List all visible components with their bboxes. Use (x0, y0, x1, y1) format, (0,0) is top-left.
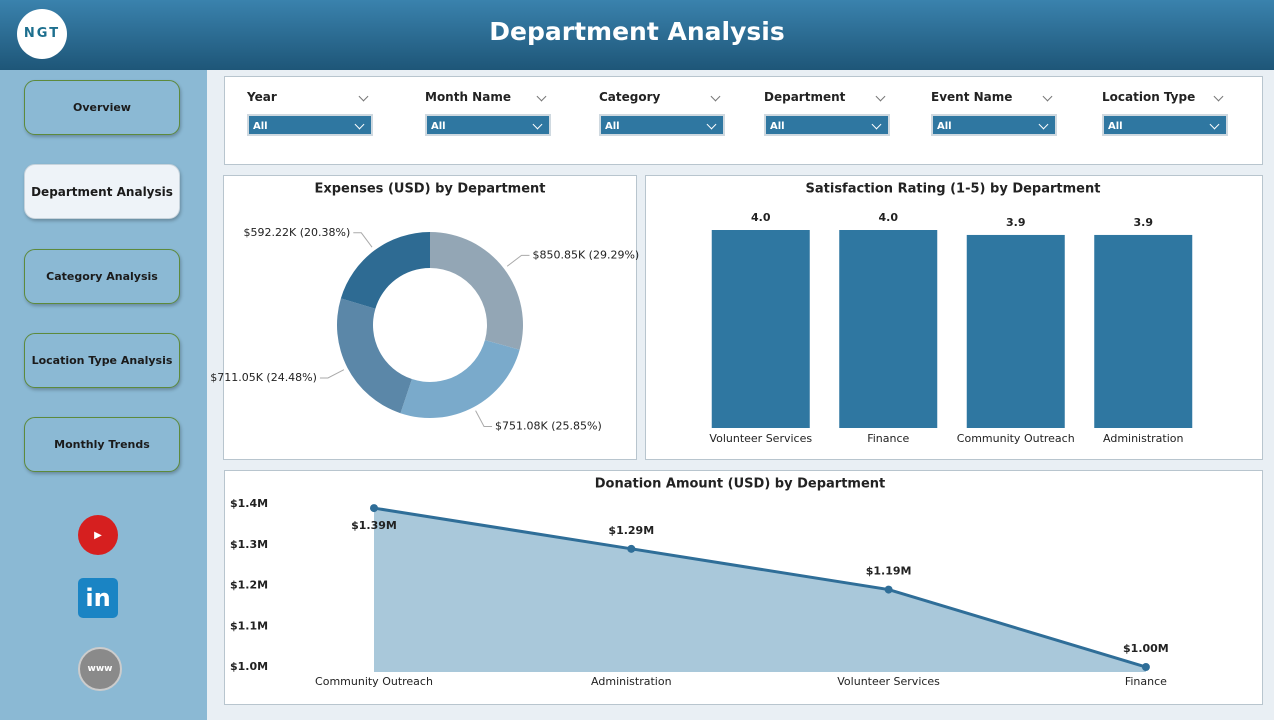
nav-button[interactable]: Monthly Trends (24, 417, 180, 472)
data-point (627, 544, 636, 553)
data-point (370, 504, 378, 513)
y-tick-label: $1.2M (230, 579, 268, 592)
nav-button[interactable]: Category Analysis (24, 249, 180, 304)
x-tick-label: Administration (591, 675, 672, 688)
filter[interactable]: Category All (599, 90, 725, 136)
filter-dropdown[interactable]: All (425, 114, 551, 136)
chart-title: Satisfaction Rating (1-5) by Department (806, 182, 1101, 197)
leader-line (475, 410, 493, 428)
nav-button[interactable]: Department Analysis (24, 164, 180, 219)
pie-slice (430, 232, 523, 350)
data-label: $592.22K (20.38%) (244, 226, 351, 239)
filter-dropdown[interactable]: All (931, 114, 1057, 136)
filter-dropdown[interactable]: All (599, 114, 725, 136)
data-label: $1.00M (1123, 642, 1169, 655)
x-tick-label: Finance (867, 432, 909, 445)
data-label: $1.29M (608, 524, 654, 537)
filter-label: Department (764, 90, 890, 108)
page-title: Department Analysis (489, 17, 785, 46)
area-line (373, 506, 1147, 669)
pie-slice (336, 298, 412, 414)
filter[interactable]: Event Name All (931, 90, 1057, 136)
pie-slice (400, 340, 520, 418)
filter-label: Location Type (1102, 90, 1228, 108)
x-tick-label: Community Outreach (957, 432, 1075, 445)
linkedin-icon[interactable]: in (78, 578, 118, 618)
filter-dropdown[interactable]: All (1102, 114, 1228, 136)
x-tick-label: Volunteer Services (837, 675, 940, 688)
web-icon[interactable]: www (78, 647, 122, 691)
youtube-icon[interactable]: ▶ (78, 515, 118, 555)
chart-title: Donation Amount (USD) by Department (595, 477, 886, 492)
y-tick-label: $1.1M (230, 619, 268, 632)
bar (966, 234, 1065, 428)
data-label: $711.05K (24.48%) (210, 371, 317, 384)
y-tick-label: $1.0M (230, 660, 268, 673)
nav-button[interactable]: Overview (24, 80, 180, 135)
data-label: $1.19M (866, 565, 912, 578)
filter-panel (224, 76, 1263, 165)
x-tick-label: Community Outreach (315, 675, 433, 688)
data-label: 3.9 (1006, 216, 1026, 229)
nav-button[interactable]: Location Type Analysis (24, 333, 180, 388)
area-fill (374, 508, 1146, 672)
x-tick-label: Volunteer Services (709, 432, 812, 445)
filter[interactable]: Department All (764, 90, 890, 136)
bar (1094, 234, 1193, 428)
filter-label: Month Name (425, 90, 551, 108)
data-point (1141, 663, 1150, 671)
data-label: $1.39M (351, 519, 397, 532)
y-tick-label: $1.3M (230, 538, 268, 551)
x-tick-label: Finance (1125, 675, 1167, 688)
logo: NGT (17, 9, 67, 59)
chart-title: Expenses (USD) by Department (314, 182, 545, 197)
leader-line (506, 254, 530, 267)
leader-line (353, 232, 373, 248)
filter-label: Year (247, 90, 373, 108)
x-tick-label: Administration (1103, 432, 1184, 445)
header: NGT Department Analysis (0, 0, 1274, 70)
filter[interactable]: Year All (247, 90, 373, 136)
pie-slice (340, 232, 430, 309)
bar (839, 230, 938, 428)
filter-label: Category (599, 90, 725, 108)
data-label: 4.0 (751, 211, 771, 224)
filter[interactable]: Month Name All (425, 90, 551, 136)
data-label: $850.85K (29.29%) (532, 248, 639, 261)
filter-dropdown[interactable]: All (247, 114, 373, 136)
filter-dropdown[interactable]: All (764, 114, 890, 136)
filter[interactable]: Location Type All (1102, 90, 1228, 136)
data-label: 3.9 (1134, 216, 1154, 229)
sidebar: ▶ in www Overview Department Analysis Cate… (0, 70, 207, 720)
data-label: 4.0 (879, 211, 899, 224)
bar (711, 230, 810, 428)
filter-label: Event Name (931, 90, 1057, 108)
leader-line (319, 369, 345, 379)
data-point (884, 585, 893, 594)
data-label: $751.08K (25.85%) (495, 420, 602, 433)
y-tick-label: $1.4M (230, 497, 268, 510)
